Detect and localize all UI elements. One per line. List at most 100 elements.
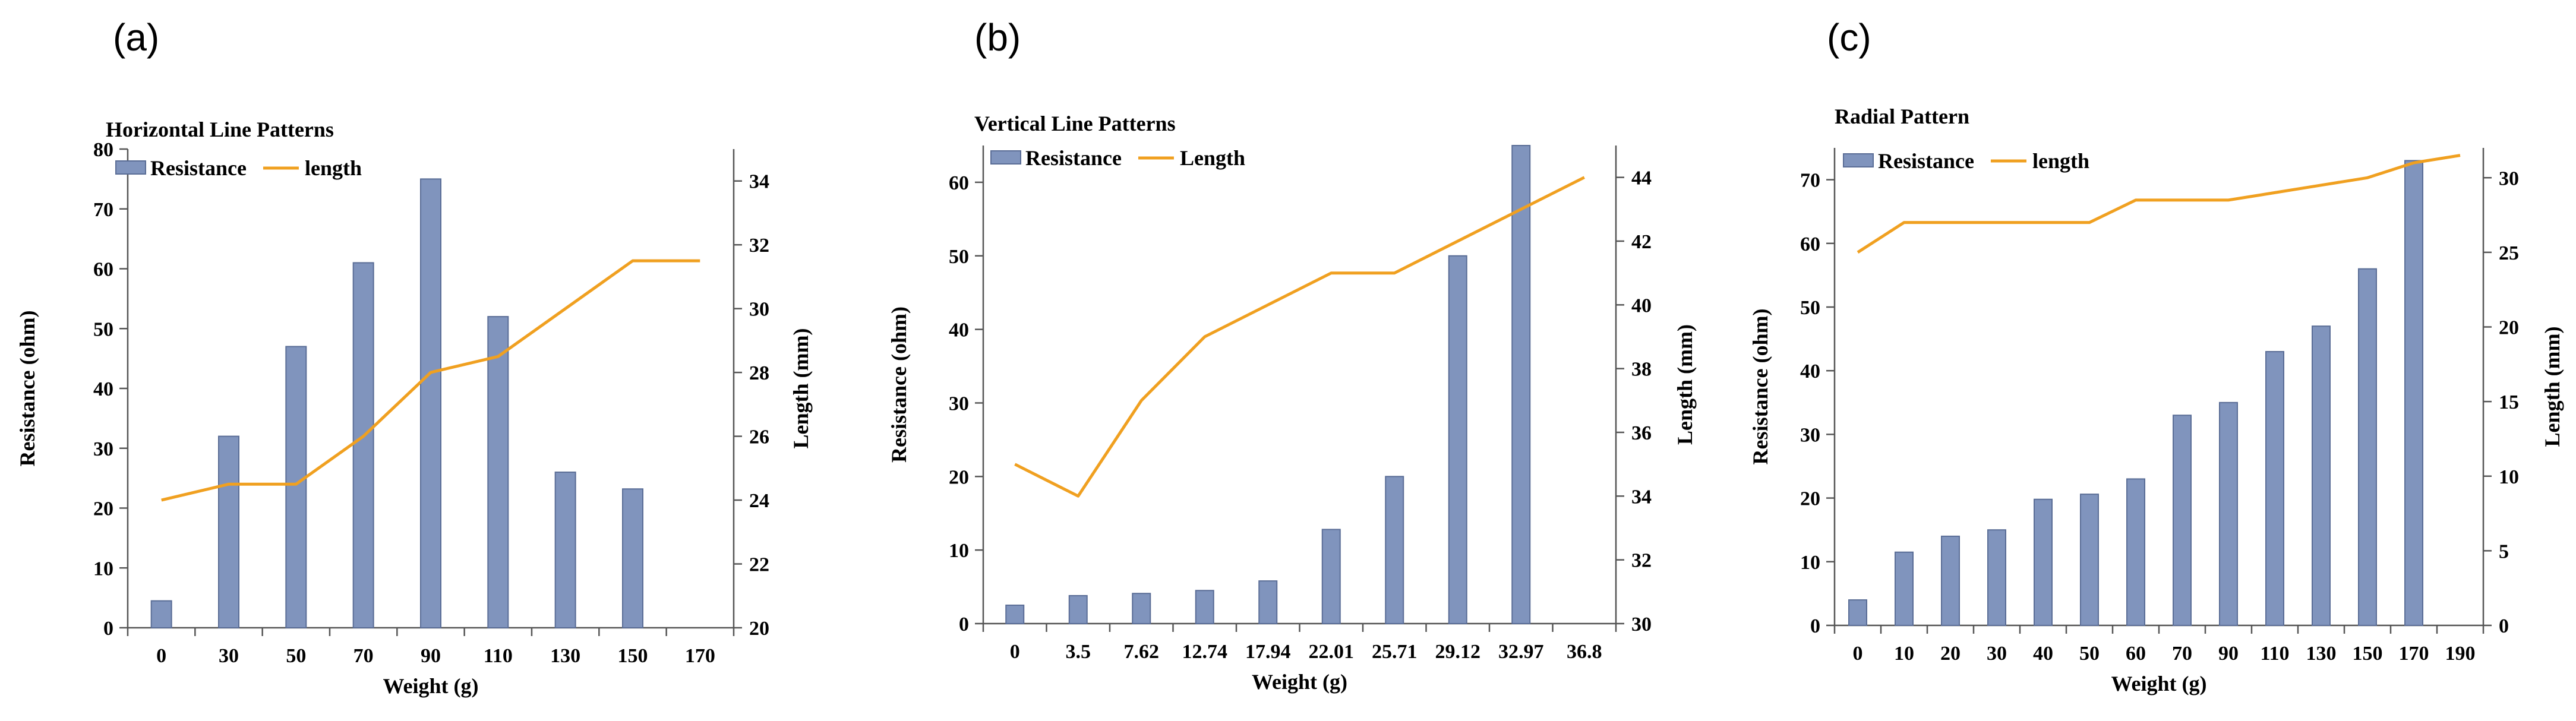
chart-panel-2: (b) Vertical Line Patterns 0 10 20 30 40 50 60 30…: [887, 16, 1697, 694]
left-tick-label: 10: [93, 558, 113, 580]
bar: [1848, 599, 1867, 626]
left-y-axis-label: Resistance (ohm): [887, 306, 911, 463]
left-tick-label: 10: [949, 540, 969, 562]
left-tick-label: 30: [1800, 424, 1820, 446]
x-tick-label: 12.74: [1182, 641, 1228, 663]
right-tick-label: 32: [1631, 550, 1652, 572]
x-tick-label: 60: [2126, 643, 2146, 665]
x-axis-label: Weight (g): [1252, 670, 1347, 694]
legend-bar-swatch: [990, 150, 1021, 165]
x-tick-label: 3.5: [1066, 641, 1091, 663]
left-tick-label: 20: [1800, 488, 1820, 510]
bar: [2265, 351, 2284, 626]
bar: [1895, 551, 1914, 626]
left-tick-label: 30: [949, 393, 969, 415]
legend-label-length: length: [2032, 149, 2089, 173]
right-tick-label: 42: [1631, 231, 1652, 253]
right-tick-label: 30: [749, 299, 769, 321]
right-tick-label: 15: [2499, 391, 2519, 413]
legend-label-resistance: Resistance: [1025, 146, 1122, 170]
x-tick-label: 17.94: [1245, 641, 1291, 663]
right-tick-label: 30: [1631, 614, 1652, 635]
left-tick-label: 10: [1800, 552, 1820, 574]
x-tick-label: 32.97: [1498, 641, 1544, 663]
x-tick-label: 30: [219, 645, 239, 667]
left-tick-label: 30: [93, 438, 113, 460]
panel-label: (c): [1827, 16, 1871, 59]
legend: Resistance length: [1843, 149, 2089, 173]
right-y-axis-label: Length (mm): [1673, 324, 1697, 445]
bar: [1132, 593, 1151, 625]
bar: [1448, 255, 1467, 624]
left-tick-label: 40: [93, 378, 113, 400]
x-tick-label: 70: [353, 645, 374, 667]
left-tick-label: 70: [1800, 170, 1820, 192]
x-tick-label: 150: [618, 645, 648, 667]
bar: [622, 488, 643, 629]
left-tick-label: 50: [949, 246, 969, 268]
bar: [420, 178, 441, 628]
x-tick-label: 29.12: [1435, 641, 1481, 663]
x-axis-label: Weight (g): [383, 674, 479, 698]
x-tick-label: 150: [2353, 643, 2383, 665]
right-tick-label: 10: [2499, 466, 2519, 488]
bar: [1195, 590, 1214, 624]
right-tick-label: 26: [749, 426, 769, 448]
length-line: [161, 259, 700, 502]
left-tick-label: 60: [949, 172, 969, 194]
right-tick-label: 34: [749, 171, 769, 193]
legend: Resistance length: [115, 156, 362, 180]
left-tick-label: 40: [949, 320, 969, 341]
bar: [2404, 160, 2423, 626]
legend-label-length: length: [305, 156, 362, 180]
right-tick-label: 36: [1631, 422, 1652, 444]
left-tick-label: 40: [1800, 360, 1820, 382]
bar: [1941, 535, 1960, 626]
bar: [487, 316, 509, 628]
left-tick-label: 60: [93, 259, 113, 281]
left-tick-label: 70: [93, 199, 113, 221]
bar: [2034, 498, 2053, 627]
bar: [2080, 494, 2099, 627]
x-tick-label: 170: [685, 645, 715, 667]
x-tick-label: 50: [286, 645, 306, 667]
bar: [1068, 594, 1088, 625]
bar: [1987, 529, 2006, 627]
x-tick-label: 10: [1894, 643, 1914, 665]
chart-title: Radial Pattern: [1835, 105, 1969, 128]
x-tick-label: 50: [2079, 643, 2100, 665]
chart-panel-1: (a) Horizontal Line Patterns 0 10 20 30 40 50 60…: [15, 16, 813, 698]
right-tick-label: 40: [1631, 295, 1652, 317]
bar: [1258, 580, 1278, 625]
left-tick-label: 0: [103, 618, 113, 640]
right-tick-label: 44: [1631, 167, 1652, 189]
left-tick-label: 20: [93, 498, 113, 520]
bar: [2219, 401, 2238, 626]
right-tick-label: 25: [2499, 242, 2519, 264]
chart-title: Horizontal Line Patterns: [106, 118, 334, 141]
legend-label-resistance: Resistance: [1878, 149, 1974, 173]
bar: [285, 346, 307, 628]
length-line: [1857, 154, 2461, 254]
bar: [1385, 476, 1404, 624]
legend-bar-swatch: [1843, 153, 1874, 167]
right-tick-label: 22: [749, 554, 769, 576]
legend-bar-swatch: [115, 160, 146, 175]
length-line: [1014, 176, 1585, 498]
left-y-axis-label: Resistance (ohm): [1748, 309, 1772, 465]
right-tick-label: 20: [2499, 317, 2519, 339]
x-tick-label: 20: [1940, 643, 1961, 665]
x-tick-label: 22.01: [1309, 641, 1355, 663]
x-tick-label: 130: [550, 645, 580, 667]
right-tick-label: 30: [2499, 167, 2519, 189]
x-tick-label: 0: [1853, 643, 1863, 665]
bar: [2358, 268, 2377, 626]
right-tick-label: 34: [1631, 486, 1652, 508]
bar: [2173, 415, 2192, 626]
bar: [150, 600, 172, 628]
x-tick-label: 170: [2399, 643, 2429, 665]
x-tick-label: 130: [2306, 643, 2337, 665]
right-tick-label: 32: [749, 235, 769, 257]
x-tick-label: 0: [1010, 641, 1020, 663]
x-tick-label: 190: [2445, 643, 2476, 665]
